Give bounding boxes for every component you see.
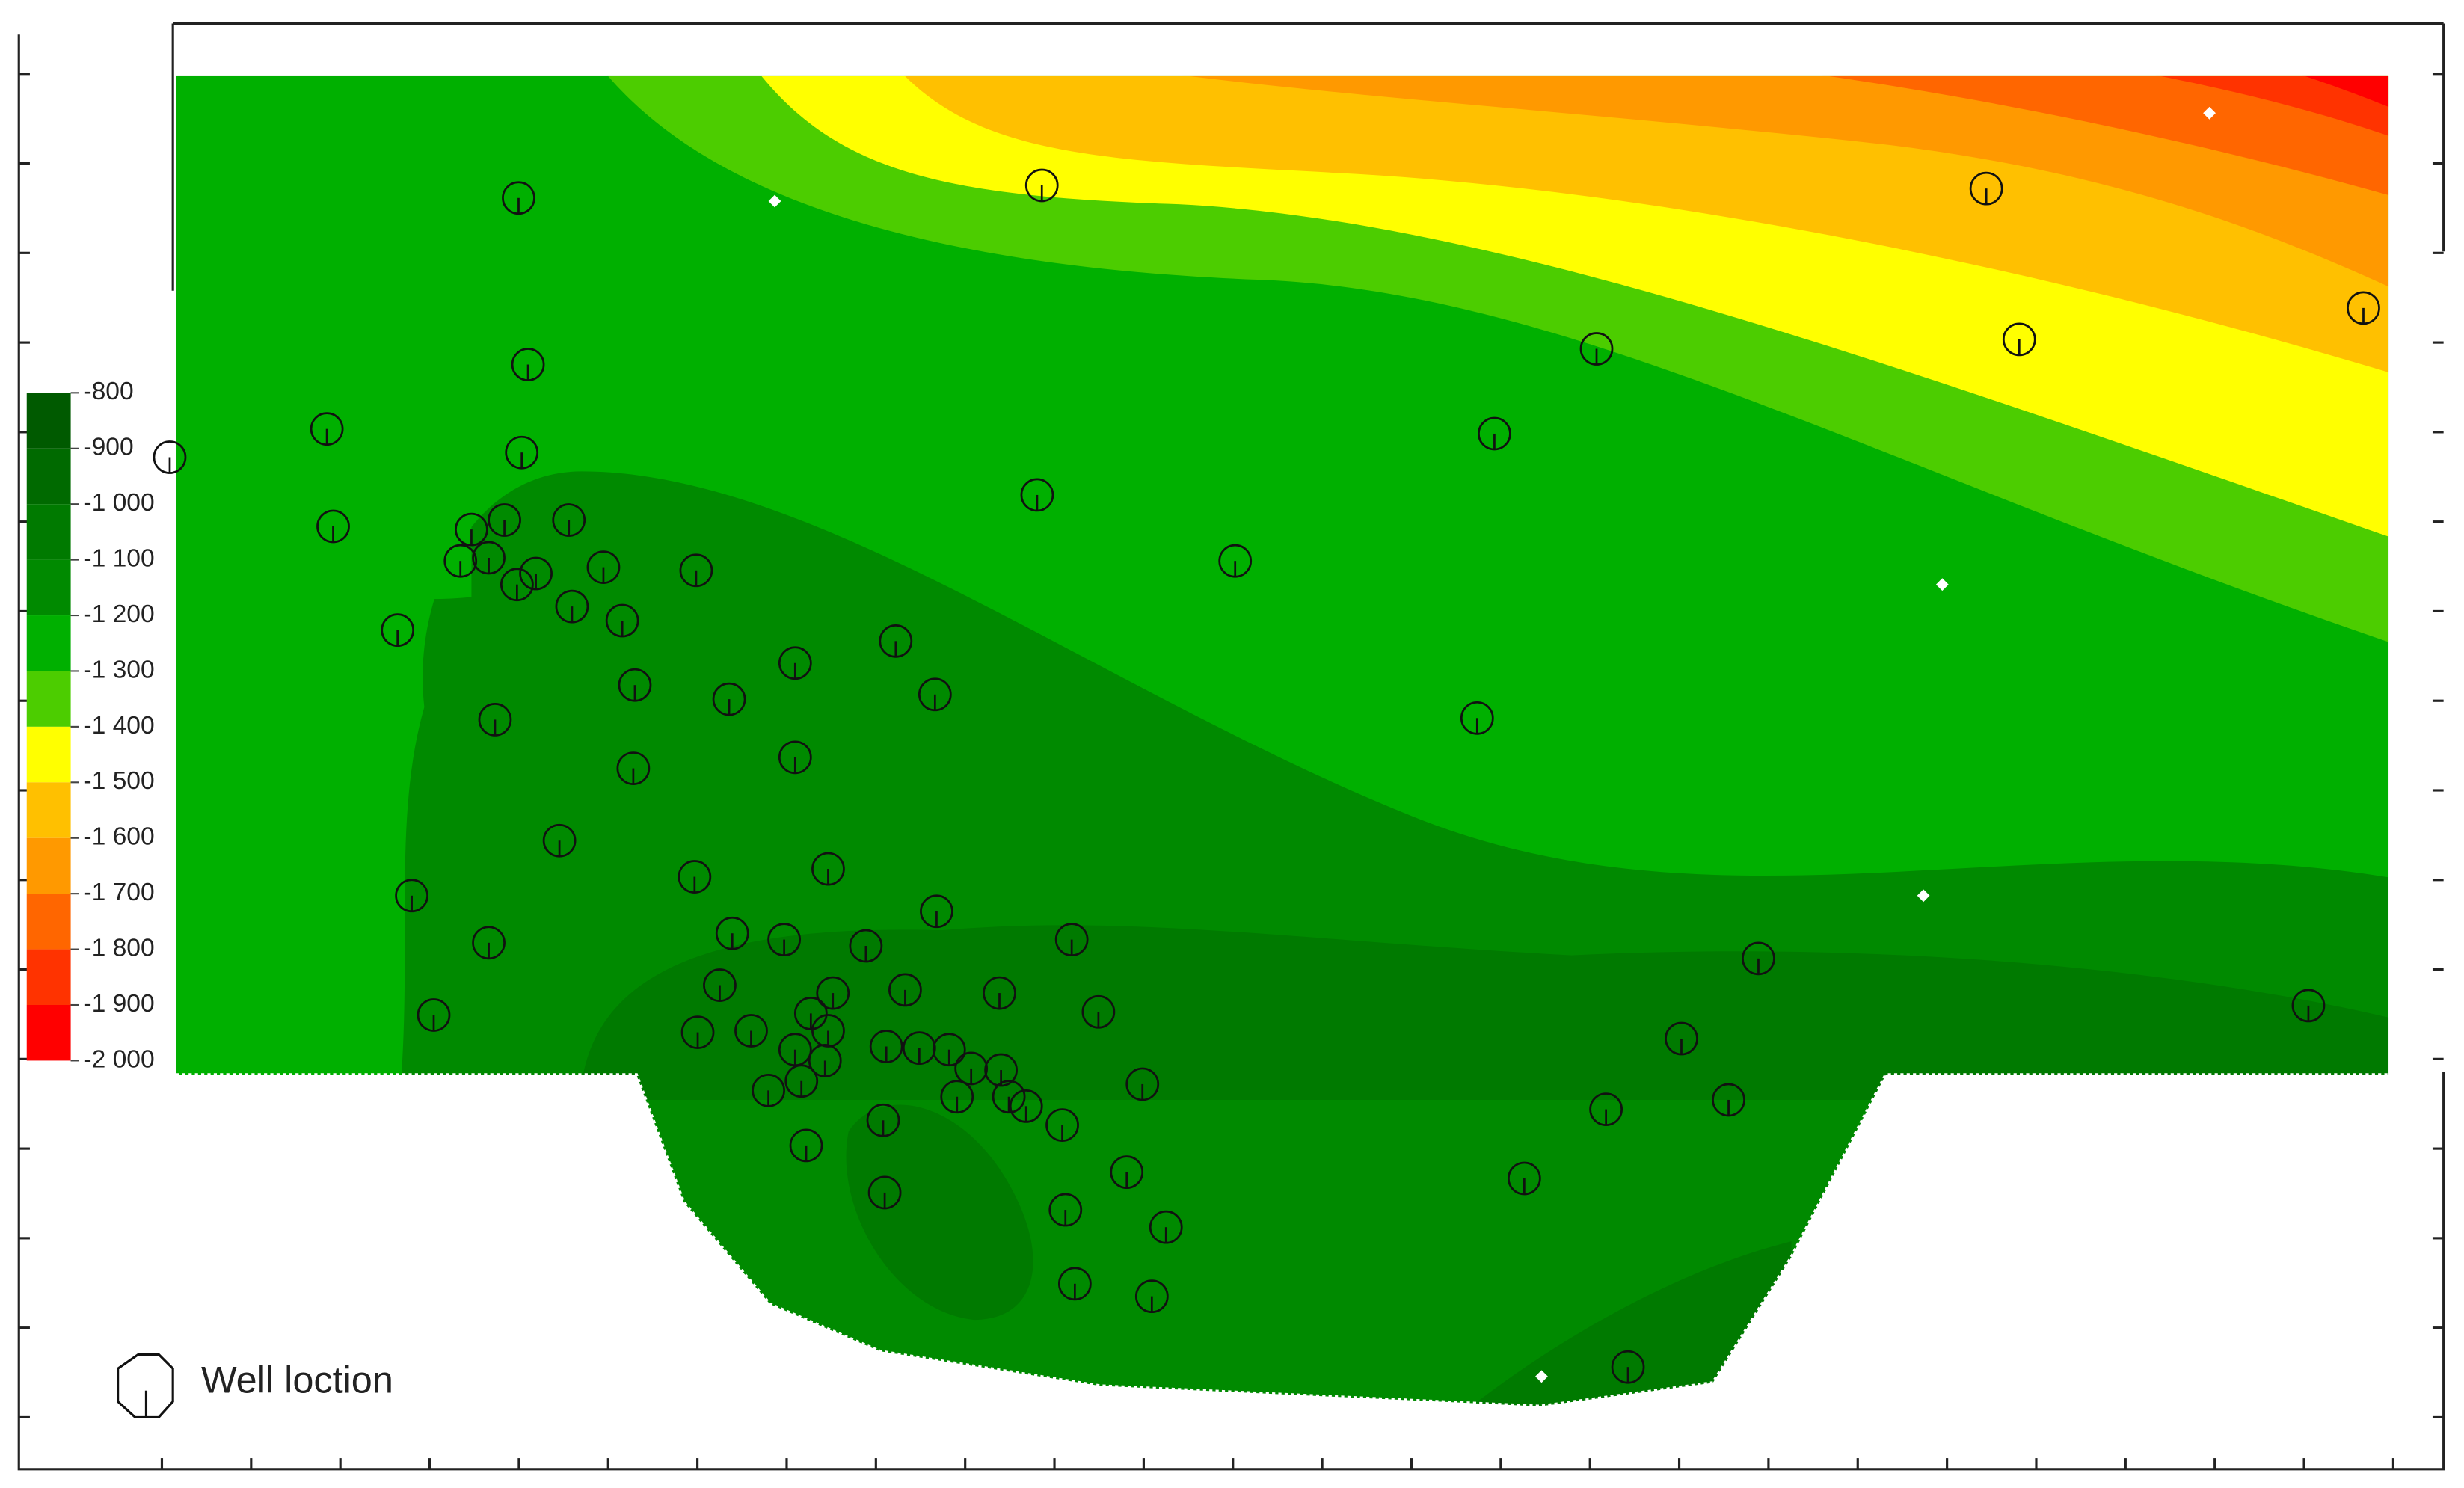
legend: Well loction — [117, 1353, 393, 1419]
contour-band — [581, 925, 2389, 1100]
colorbar-band — [26, 615, 71, 671]
colorbar-band — [26, 504, 71, 560]
colorbar-label: -1 000 — [83, 489, 154, 517]
colorbar-label: -1 800 — [83, 934, 154, 962]
colorbar-label: -900 — [83, 434, 133, 461]
colorbar-label: -800 — [83, 378, 133, 405]
colorbar-label: -1 500 — [83, 767, 154, 795]
contour-band — [846, 1104, 1033, 1321]
contour-band — [1461, 1241, 1792, 1406]
wells — [153, 168, 2380, 1384]
contour-band — [1728, 75, 2389, 200]
colorbar: -800 -900 -1 000 -1 100 -1 200 -1 300 -1 400 -1… — [26, 378, 155, 1073]
colorbar-band — [26, 671, 71, 727]
legend-symbol — [117, 1353, 174, 1419]
colorbar-label: -1 300 — [83, 656, 154, 683]
colorbar-label: -2 000 — [83, 1045, 154, 1073]
contour-band — [1099, 75, 2389, 294]
frame-border — [17, 22, 2445, 1471]
legend-label: Well loction — [201, 1359, 393, 1401]
contour-fill — [176, 75, 2389, 1406]
colorbar-label: -1 700 — [83, 879, 154, 906]
colorbar-band — [26, 894, 71, 950]
colorbar-band — [26, 448, 71, 505]
colorbar-label: -1 600 — [83, 823, 154, 851]
marker-diamond — [1917, 889, 1930, 903]
frame — [17, 22, 2445, 1471]
colorbar-band — [26, 726, 71, 783]
colorbar-band — [26, 1005, 71, 1061]
colorbar-label: -1 900 — [83, 990, 154, 1018]
colorbar-band — [26, 949, 71, 1006]
colorbar-band — [26, 393, 71, 449]
colorbar-label: -1 400 — [83, 712, 154, 740]
colorbar-band — [26, 837, 71, 894]
contour-band — [283, 518, 472, 600]
colorbar-label: -1 200 — [83, 600, 154, 628]
colorbar-band — [26, 782, 71, 838]
colorbar-band — [26, 559, 71, 616]
colorbar-label: -1 100 — [83, 544, 154, 572]
